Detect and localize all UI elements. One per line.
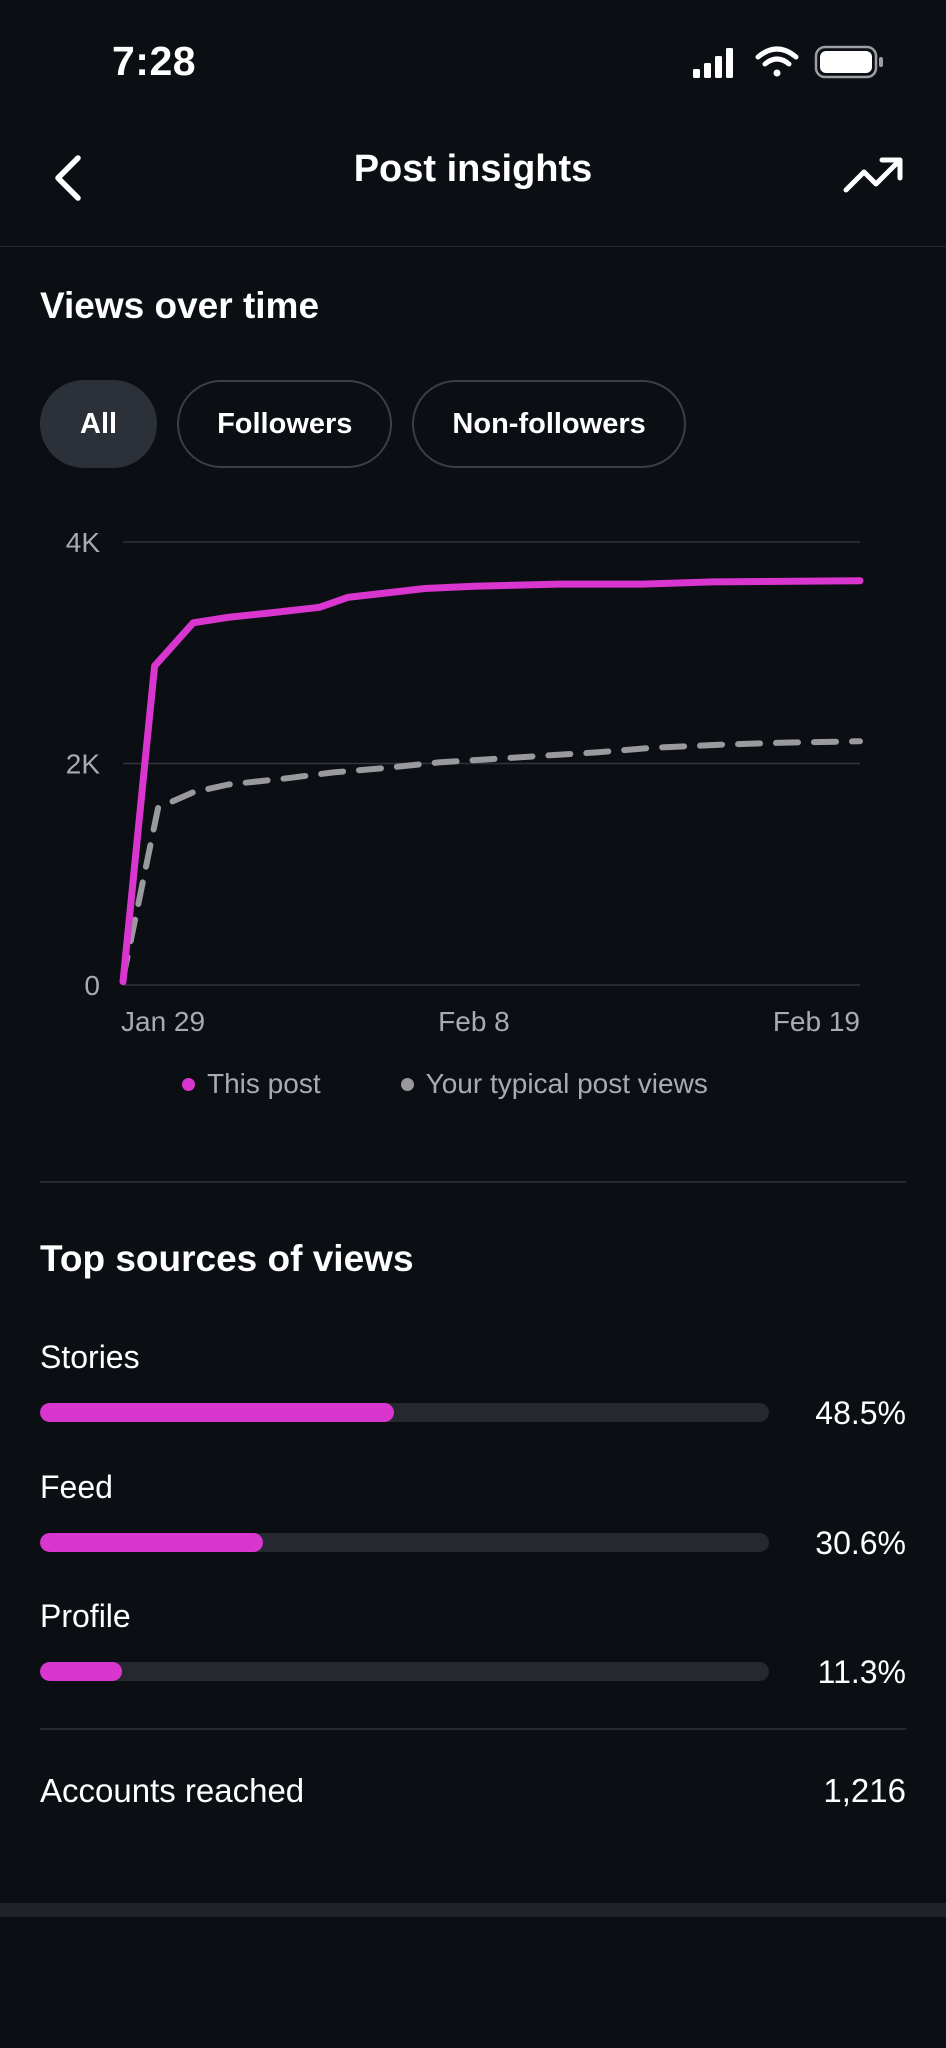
y-tick-label: 0 — [84, 970, 100, 1001]
source-label: Stories — [40, 1339, 140, 1375]
x-tick-label: Jan 29 — [121, 1006, 205, 1037]
source-bar-track — [40, 1403, 769, 1422]
x-tick-label: Feb 19 — [773, 1006, 860, 1037]
source-value: 48.5% — [815, 1395, 906, 1431]
source-label: Feed — [40, 1469, 113, 1505]
x-tick-label: Feb 8 — [438, 1006, 510, 1037]
trending-up-icon — [843, 157, 903, 193]
y-tick-label: 2K — [66, 749, 101, 780]
battery-icon — [814, 45, 883, 79]
status-time: 7:28 — [112, 38, 197, 84]
series-line-typical — [120, 738, 863, 982]
source-label: Profile — [40, 1598, 131, 1634]
legend-dot — [182, 1077, 195, 1091]
bottom-separator — [0, 1903, 946, 1917]
legend-label: Your typical post views — [425, 1068, 708, 1099]
sources-section-title: Top sources of views — [40, 1238, 414, 1279]
chevron-left-icon — [55, 155, 81, 201]
source-row-feed: Feed 30.6% — [40, 1469, 906, 1579]
source-row-profile: Profile 11.3% — [40, 1598, 906, 1708]
accounts-reached-value: 1,216 — [823, 1772, 906, 1809]
legend-item-this-post: This post — [182, 1068, 321, 1100]
trend-button[interactable] — [838, 142, 908, 212]
signal-icon — [693, 48, 733, 78]
filter-non-followers[interactable]: Non-followers — [412, 380, 686, 468]
source-bar-fill — [40, 1662, 123, 1681]
filter-all[interactable]: All — [40, 380, 158, 468]
status-icons — [693, 45, 883, 79]
page-title: Post insights — [353, 148, 593, 190]
views-chart: 0 2K 4K Jan 29 Feb 8 Feb 19 — [66, 527, 864, 1037]
source-bar-fill — [40, 1533, 264, 1552]
chart-legend: This post Your typical post views — [182, 1068, 708, 1100]
source-bar-track — [40, 1662, 769, 1681]
header: Post insights — [0, 120, 946, 247]
legend-label: This post — [207, 1068, 321, 1099]
section-divider — [40, 1728, 906, 1730]
series-line-this-post — [119, 577, 864, 986]
wifi-icon — [755, 46, 799, 77]
source-value: 30.6% — [815, 1525, 906, 1561]
accounts-reached-label: Accounts reached — [40, 1772, 305, 1809]
source-value: 11.3% — [817, 1654, 906, 1690]
filter-followers[interactable]: Followers — [177, 380, 393, 468]
audience-filter: All Followers Non-followers — [40, 380, 686, 472]
source-row-stories: Stories 48.5% — [40, 1339, 906, 1449]
back-button[interactable] — [40, 142, 100, 214]
y-tick-label: 4K — [66, 527, 101, 558]
legend-dot — [400, 1077, 414, 1091]
source-bar-fill — [40, 1403, 394, 1422]
views-section-title: Views over time — [40, 285, 320, 326]
legend-item-typical: Your typical post views — [400, 1068, 708, 1100]
section-divider — [40, 1181, 906, 1183]
source-bar-track — [40, 1533, 769, 1552]
status-bar: 7:28 — [0, 0, 946, 120]
